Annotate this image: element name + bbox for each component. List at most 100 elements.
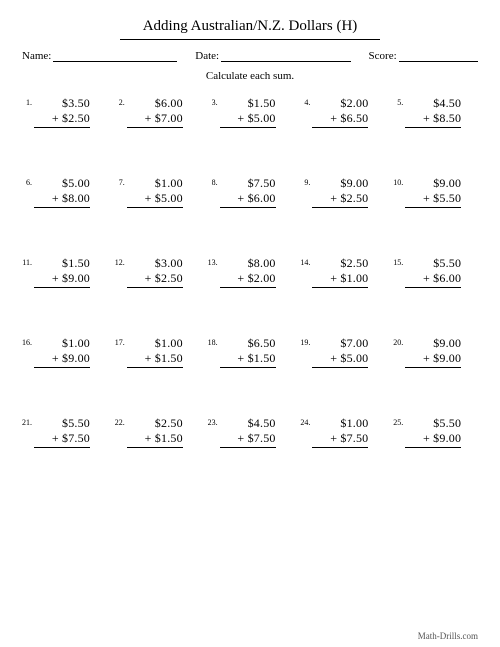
problem-number: 1. — [22, 96, 34, 107]
problem: 4.$2.00+ $6.50 — [300, 96, 385, 128]
addend-bottom: + $1.50 — [127, 431, 183, 448]
problem-number: 19. — [300, 336, 312, 347]
addend-bottom: + $1.00 — [312, 271, 368, 288]
title-underline — [120, 39, 380, 40]
problem-number: 10. — [393, 176, 405, 187]
problem-stack: $9.00+ $2.50 — [312, 176, 368, 208]
addend-top: $7.50 — [220, 176, 276, 191]
problem-stack: $1.00+ $9.00 — [34, 336, 90, 368]
problem-number: 20. — [393, 336, 405, 347]
problem-number: 7. — [115, 176, 127, 187]
addend-top: $8.00 — [220, 256, 276, 271]
addend-top: $6.50 — [220, 336, 276, 351]
addend-bottom: + $6.50 — [312, 111, 368, 128]
addend-top: $5.50 — [405, 416, 461, 431]
problem-stack: $7.50+ $6.00 — [220, 176, 276, 208]
addend-bottom: + $7.50 — [220, 431, 276, 448]
problem: 8.$7.50+ $6.00 — [208, 176, 293, 208]
problem: 6.$5.00+ $8.00 — [22, 176, 107, 208]
problem-stack: $2.50+ $1.50 — [127, 416, 183, 448]
name-blank[interactable] — [53, 52, 177, 62]
problem-number: 25. — [393, 416, 405, 427]
addend-bottom: + $7.50 — [312, 431, 368, 448]
problem-number: 18. — [208, 336, 220, 347]
problem-number: 6. — [22, 176, 34, 187]
score-blank[interactable] — [399, 52, 478, 62]
addend-top: $9.00 — [405, 336, 461, 351]
addend-top: $6.00 — [127, 96, 183, 111]
problem-number: 22. — [115, 416, 127, 427]
name-field: Name: — [22, 50, 195, 62]
addend-bottom: + $2.50 — [34, 111, 90, 128]
addend-top: $9.00 — [405, 176, 461, 191]
addend-top: $1.00 — [312, 416, 368, 431]
score-field: Score: — [369, 50, 478, 62]
addend-bottom: + $5.00 — [312, 351, 368, 368]
addend-bottom: + $6.00 — [220, 191, 276, 208]
problem: 12.$3.00+ $2.50 — [115, 256, 200, 288]
problem-number: 23. — [208, 416, 220, 427]
problem: 24.$1.00+ $7.50 — [300, 416, 385, 448]
addend-bottom: + $8.50 — [405, 111, 461, 128]
problem-stack: $9.00+ $5.50 — [405, 176, 461, 208]
problem-stack: $1.00+ $7.50 — [312, 416, 368, 448]
problem-number: 5. — [393, 96, 405, 107]
addend-top: $3.00 — [127, 256, 183, 271]
problem-stack: $6.50+ $1.50 — [220, 336, 276, 368]
problem: 19.$7.00+ $5.00 — [300, 336, 385, 368]
header-row: Name: Date: Score: — [22, 50, 478, 62]
addend-bottom: + $2.00 — [220, 271, 276, 288]
problem-stack: $2.50+ $1.00 — [312, 256, 368, 288]
addend-bottom: + $9.00 — [34, 271, 90, 288]
addend-top: $1.00 — [34, 336, 90, 351]
problem-stack: $1.50+ $9.00 — [34, 256, 90, 288]
instruction-text: Calculate each sum. — [22, 70, 478, 82]
problem: 3.$1.50+ $5.00 — [208, 96, 293, 128]
problem-stack: $4.50+ $8.50 — [405, 96, 461, 128]
addend-top: $2.50 — [312, 256, 368, 271]
addend-bottom: + $5.50 — [405, 191, 461, 208]
problem: 20.$9.00+ $9.00 — [393, 336, 478, 368]
problem: 16.$1.00+ $9.00 — [22, 336, 107, 368]
problem-stack: $6.00+ $7.00 — [127, 96, 183, 128]
addend-top: $5.00 — [34, 176, 90, 191]
problem-stack: $1.50+ $5.00 — [220, 96, 276, 128]
problem: 22.$2.50+ $1.50 — [115, 416, 200, 448]
addend-bottom: + $5.00 — [220, 111, 276, 128]
addend-bottom: + $8.00 — [34, 191, 90, 208]
problem-stack: $8.00+ $2.00 — [220, 256, 276, 288]
problem-number: 3. — [208, 96, 220, 107]
problem-number: 13. — [208, 256, 220, 267]
addend-bottom: + $9.00 — [34, 351, 90, 368]
footer-text: Math-Drills.com — [418, 631, 478, 641]
addend-bottom: + $9.00 — [405, 431, 461, 448]
addend-top: $1.50 — [220, 96, 276, 111]
problem-stack: $5.50+ $9.00 — [405, 416, 461, 448]
addend-top: $3.50 — [34, 96, 90, 111]
problem-number: 12. — [115, 256, 127, 267]
problem: 9.$9.00+ $2.50 — [300, 176, 385, 208]
problem-stack: $3.00+ $2.50 — [127, 256, 183, 288]
addend-bottom: + $6.00 — [405, 271, 461, 288]
problem: 10.$9.00+ $5.50 — [393, 176, 478, 208]
addend-top: $5.50 — [405, 256, 461, 271]
addend-top: $1.50 — [34, 256, 90, 271]
addend-top: $4.50 — [405, 96, 461, 111]
problem: 25.$5.50+ $9.00 — [393, 416, 478, 448]
date-label: Date: — [195, 50, 219, 62]
addend-bottom: + $9.00 — [405, 351, 461, 368]
problem-number: 8. — [208, 176, 220, 187]
problem-number: 2. — [115, 96, 127, 107]
addend-top: $2.50 — [127, 416, 183, 431]
problem-number: 17. — [115, 336, 127, 347]
date-blank[interactable] — [221, 52, 350, 62]
problem-number: 24. — [300, 416, 312, 427]
addend-bottom: + $7.50 — [34, 431, 90, 448]
problem: 15.$5.50+ $6.00 — [393, 256, 478, 288]
worksheet-page: Adding Australian/N.Z. Dollars (H) Name:… — [0, 0, 500, 647]
problem: 13.$8.00+ $2.00 — [208, 256, 293, 288]
problem-number: 16. — [22, 336, 34, 347]
problem: 14.$2.50+ $1.00 — [300, 256, 385, 288]
problem: 5.$4.50+ $8.50 — [393, 96, 478, 128]
date-field: Date: — [195, 50, 368, 62]
